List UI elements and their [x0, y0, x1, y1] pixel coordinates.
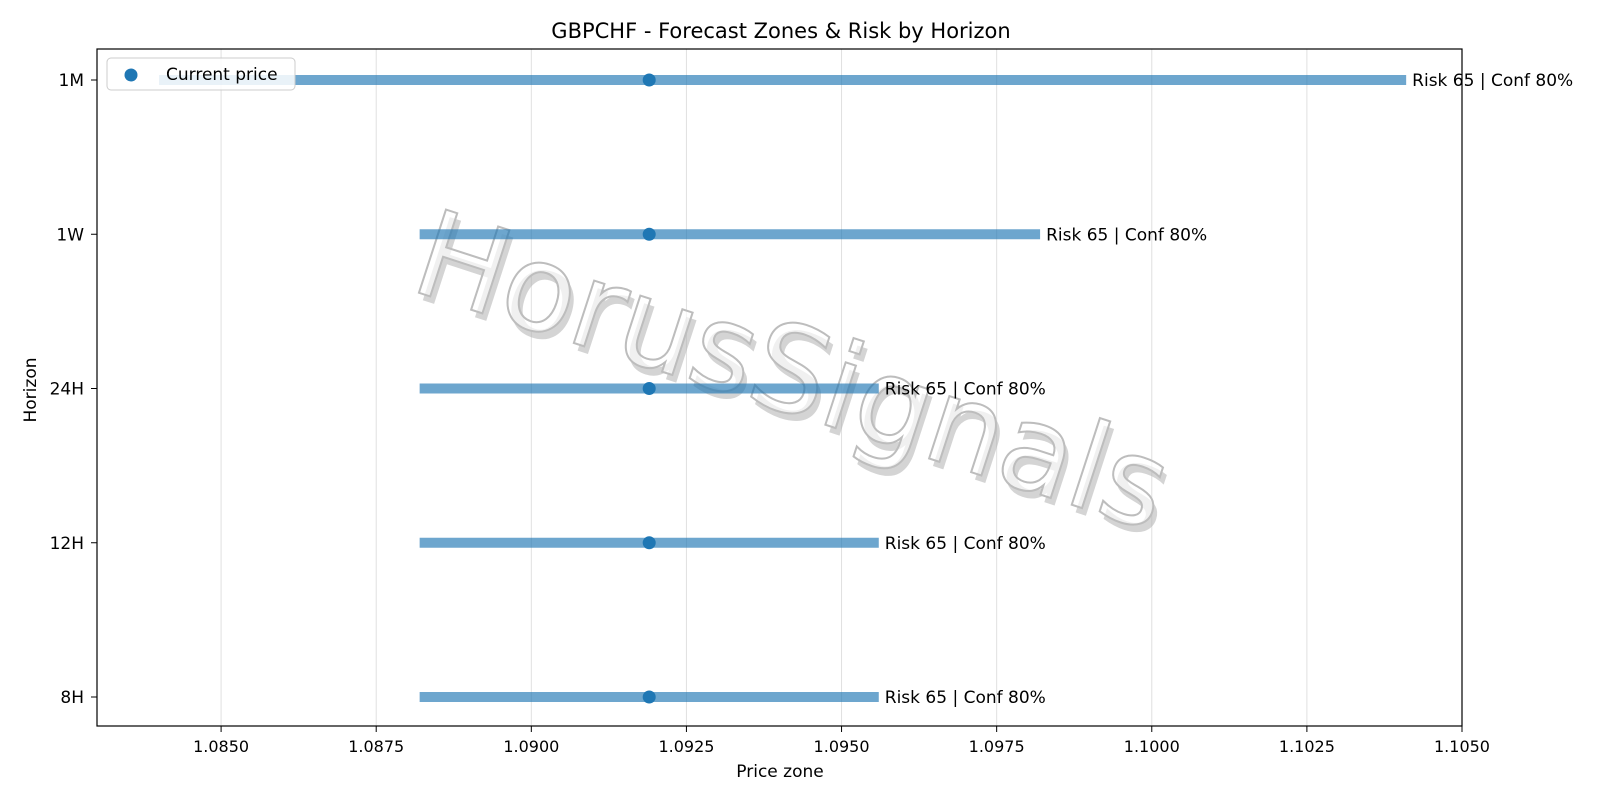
- x-tick-label: 1.0875: [348, 737, 404, 756]
- legend: Current price: [106, 57, 296, 91]
- risk-annotation: Risk 65 | Conf 80%: [885, 380, 1046, 400]
- risk-annotations: Risk 65 | Conf 80% Risk 65 | Conf 80% Risk…: [885, 71, 1573, 708]
- y-tick-label: 24H: [50, 380, 84, 400]
- current-price-point-8h: [642, 690, 656, 704]
- y-tick-label: 8H: [60, 688, 84, 708]
- zone-bars: [159, 75, 1407, 702]
- current-price-point-1m: [642, 73, 656, 87]
- risk-annotation: Risk 65 | Conf 80%: [885, 534, 1046, 554]
- x-axis-ticks: 1.0850 1.0875 1.0900 1.0925 1.0950 1.0975 1.10…: [193, 726, 1490, 756]
- x-tick-label: 1.1025: [1279, 737, 1335, 756]
- x-tick-label: 1.0975: [969, 737, 1025, 756]
- current-price-points: [642, 73, 656, 704]
- current-price-point-24h: [642, 382, 656, 395]
- current-price-point-1w: [642, 227, 656, 241]
- risk-annotation: Risk 65 | Conf 80%: [1412, 71, 1573, 91]
- y-axis-label: Horizon: [21, 358, 41, 423]
- risk-annotation: Risk 65 | Conf 80%: [885, 688, 1046, 708]
- x-axis-label: Price zone: [736, 762, 823, 782]
- x-tick-label: 1.1050: [1434, 737, 1490, 756]
- x-tick-label: 1.1000: [1124, 737, 1180, 756]
- y-tick-label: 12H: [50, 534, 84, 554]
- chart-title: GBPCHF - Forecast Zones & Risk by Horizo…: [551, 19, 1010, 43]
- current-price-point-12h: [642, 536, 656, 550]
- legend-marker: [124, 68, 138, 82]
- legend-box: [106, 57, 296, 91]
- y-tick-label: 1W: [56, 225, 84, 245]
- x-tick-label: 1.0925: [658, 737, 714, 756]
- y-axis-ticks: 1M 1W 24H 12H 8H: [50, 71, 97, 708]
- x-tick-label: 1.0900: [503, 737, 559, 756]
- x-tick-label: 1.0950: [814, 737, 870, 756]
- x-tick-label: 1.0850: [193, 737, 249, 756]
- plot-frame: [96, 48, 1463, 727]
- y-tick-label: 1M: [59, 71, 84, 91]
- legend-label: Current price: [166, 65, 278, 85]
- risk-annotation: Risk 65 | Conf 80%: [1046, 225, 1207, 245]
